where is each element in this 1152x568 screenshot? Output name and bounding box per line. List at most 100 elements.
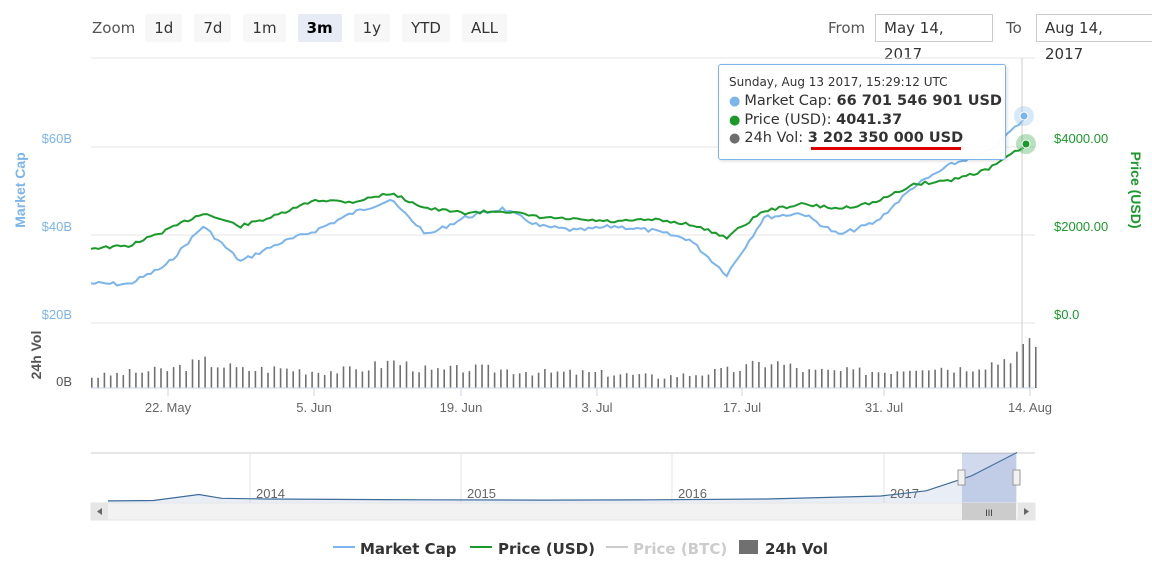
volume-bar (934, 369, 936, 388)
zoom-button-ytd[interactable]: YTD (402, 14, 450, 42)
zoom-button-3m[interactable]: 3m (297, 14, 342, 42)
zoom-button-all[interactable]: ALL (461, 14, 507, 42)
navigator-selection[interactable] (962, 453, 1016, 503)
volume-bar (367, 370, 370, 388)
volume-bar (430, 369, 433, 388)
volume-bar (600, 370, 603, 388)
volume-bar (802, 372, 804, 388)
zoom-label: Zoom (92, 19, 136, 37)
volume-bar (91, 377, 93, 388)
navigator-area (108, 452, 1017, 503)
volume-bar (852, 369, 855, 388)
left-tick-label: $60B (42, 131, 72, 146)
right-axis-title: Price (USD) (1128, 151, 1144, 228)
volume-bar (821, 368, 823, 388)
scrollbar-right-arrow-icon (1024, 508, 1029, 515)
volume-bar (846, 367, 848, 388)
volume-bar (242, 367, 244, 388)
zoom-button-1m[interactable]: 1m (243, 14, 286, 42)
volume-bar (563, 371, 565, 388)
volume-bar (676, 377, 678, 388)
volume-bar (858, 367, 861, 388)
volume-bar (909, 370, 911, 388)
legend-item-market-cap[interactable]: Market Cap (360, 540, 457, 558)
volume-bar (204, 356, 206, 388)
volume-bar (216, 367, 219, 388)
volume-bar (229, 363, 232, 388)
scrollbar-thumb[interactable] (962, 503, 1016, 520)
volume-bar (833, 370, 836, 388)
volume-bar (323, 375, 326, 388)
zoom-button-1d[interactable]: 1d (145, 14, 183, 42)
tooltip-label: Price (USD) (744, 112, 827, 128)
volume-bar (613, 375, 615, 388)
volume-bar (355, 369, 357, 388)
volume-bar (481, 364, 483, 388)
tooltip-label: Market Cap (744, 93, 828, 109)
legend-swatch-volume (739, 540, 758, 554)
volume-bar (884, 372, 886, 388)
navigator-left-handle[interactable] (957, 469, 966, 486)
volume-bar (141, 372, 143, 388)
volume-bar (412, 371, 414, 388)
volume-bar (506, 369, 508, 388)
volume-bar (449, 365, 452, 388)
zoom-button-7d[interactable]: 7d (194, 14, 232, 42)
volume-bar (254, 371, 257, 388)
volume-bar (714, 369, 716, 388)
volume-bar (632, 374, 634, 388)
volume-bar (959, 367, 962, 388)
x-tick-label: 14. Aug (1008, 400, 1052, 415)
volume-bar (500, 369, 502, 388)
volume-bar (292, 371, 294, 388)
volume-bar (946, 369, 949, 388)
volume-bar (437, 368, 439, 388)
volume-bar (556, 371, 559, 388)
volume-bar (789, 363, 792, 388)
volume-bar (512, 374, 515, 388)
navigator-right-handle[interactable] (1012, 469, 1021, 486)
volume-bar (972, 371, 974, 388)
volume-bar (770, 364, 773, 388)
volume-bar (456, 365, 458, 388)
volume-bar (487, 364, 490, 388)
volume-bar (783, 364, 785, 388)
to-date-input[interactable]: Aug 14, 2017 (1036, 14, 1152, 63)
from-date-input[interactable]: May 14, 2017 (875, 14, 993, 63)
legend-item-volume[interactable]: 24h Vol (765, 540, 829, 558)
navigator: 2014 2015 2016 2017 III (90, 451, 1036, 521)
volume-bar (670, 375, 672, 388)
price-hover-point (1021, 139, 1031, 149)
volume-bar (531, 375, 534, 388)
volume-bar (726, 366, 729, 388)
legend-item-price-btc[interactable]: Price (BTC) (633, 540, 728, 558)
volume-bar (707, 374, 710, 388)
tooltip-row-volume: ● 24h Vol: 3 202 350 000 USD (729, 130, 964, 146)
volume-bar (928, 370, 930, 388)
volume-bar (374, 361, 376, 388)
volume-bar (380, 368, 383, 388)
market-cap-hover-point (1019, 111, 1029, 121)
x-tick-label: 17. Jul (723, 400, 761, 415)
legend-swatch-price-btc (606, 546, 628, 548)
volume-bar (311, 371, 313, 388)
tooltip-highlight-underline (811, 147, 961, 150)
zoom-button-1y[interactable]: 1y (353, 14, 391, 42)
volume-bar (493, 372, 496, 388)
volume-bar (984, 369, 987, 388)
tooltip-value: 66 701 546 901 USD (836, 93, 1002, 109)
volume-bar (443, 369, 445, 388)
volume-bar (915, 370, 917, 388)
legend-item-price-usd[interactable]: Price (USD) (498, 540, 595, 558)
navigator-tick-label: 2015 (467, 486, 496, 501)
volume-bar (1035, 346, 1037, 388)
right-tick-label: $4000.00 (1054, 131, 1108, 146)
volume-bar (223, 367, 225, 388)
volume-bar (795, 368, 798, 388)
volume-bar (758, 361, 760, 388)
tooltip: Sunday, Aug 13 2017, 15:29:12 UTC ● Marke… (718, 64, 1006, 160)
volume-bar (210, 367, 213, 388)
navigator-tick-label: 2014 (256, 486, 285, 501)
volume-bar (732, 372, 735, 388)
